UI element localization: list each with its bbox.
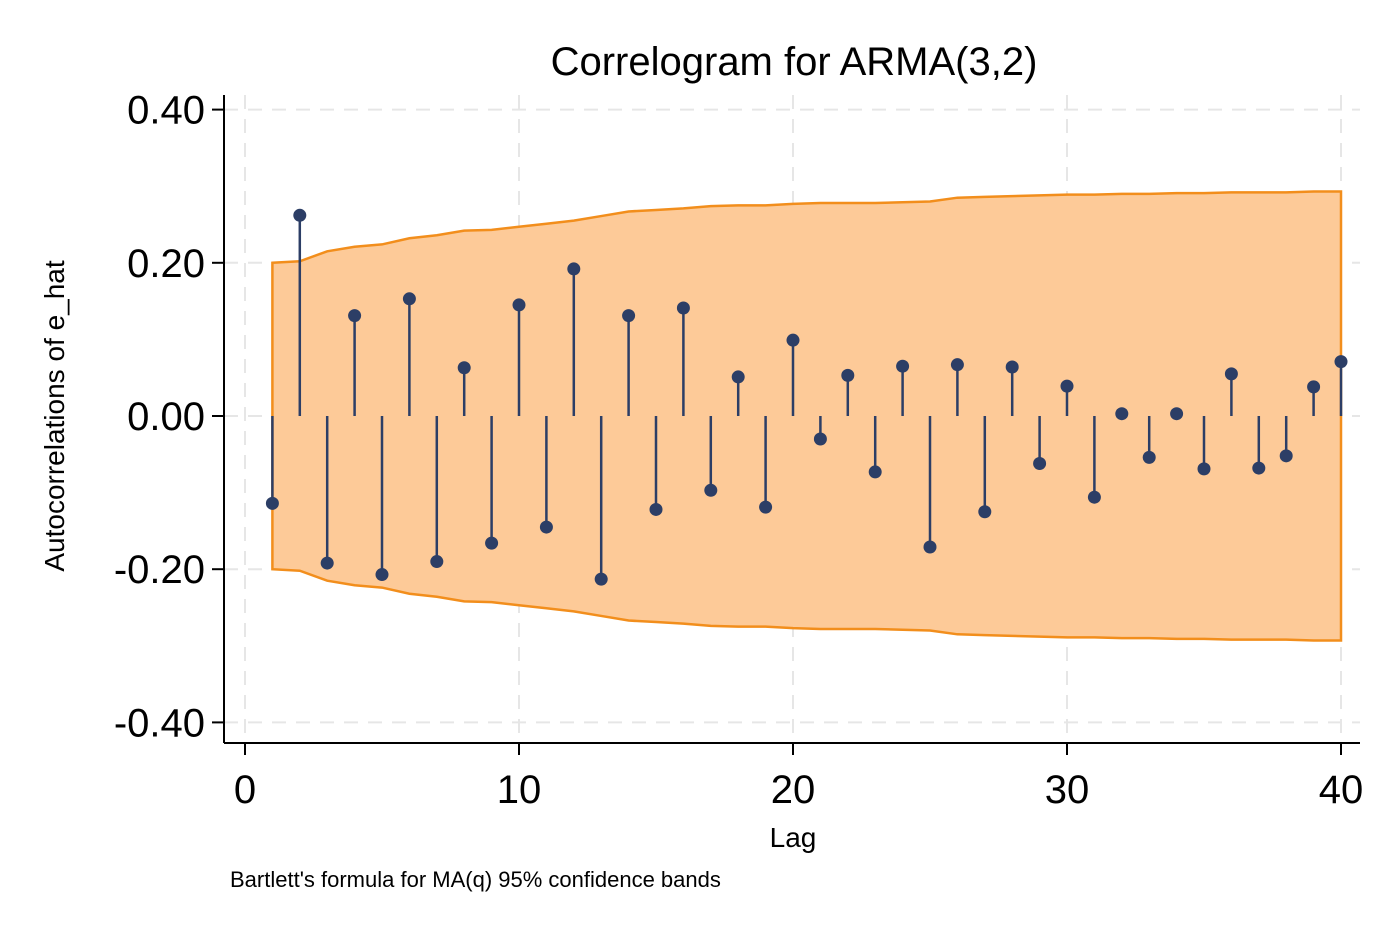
y-tick-label-1: 0.20 [127, 242, 205, 286]
point-lag-10 [512, 298, 526, 312]
point-lag-14 [622, 309, 636, 323]
point-lag-36 [1224, 367, 1238, 381]
point-lag-23 [868, 465, 882, 479]
point-lag-28 [1005, 360, 1019, 374]
point-lag-5 [375, 568, 389, 582]
point-lag-4 [348, 309, 362, 323]
point-lag-32 [1115, 407, 1129, 421]
point-lag-13 [594, 572, 608, 586]
x-tick-label-0: 0 [234, 768, 256, 812]
x-tick-label-1: 10 [497, 768, 542, 812]
point-lag-30 [1060, 379, 1074, 393]
point-lag-22 [841, 368, 855, 382]
x-tick-labels: 0 10 20 30 40 [234, 768, 1363, 812]
point-lag-33 [1142, 450, 1156, 464]
x-tick-label-3: 30 [1045, 768, 1090, 812]
point-lag-21 [813, 432, 827, 446]
point-lag-27 [978, 505, 992, 519]
point-lag-12 [567, 262, 581, 276]
point-lag-26 [950, 358, 964, 372]
point-lag-9 [485, 536, 499, 550]
y-tick-label-2: 0.00 [127, 395, 205, 439]
x-tick-label-2: 20 [771, 768, 816, 812]
autocorrelation-points [265, 208, 1348, 586]
y-tick-labels: 0.40 0.20 0.00 -0.20 -0.40 [114, 89, 205, 746]
autocorrelation-spikes [271, 215, 1343, 580]
point-lag-38 [1279, 449, 1293, 463]
y-tick-label-3: -0.20 [114, 548, 205, 592]
point-lag-20 [786, 333, 800, 347]
point-lag-2 [293, 208, 307, 222]
point-lag-19 [759, 500, 773, 514]
chart-title: Correlogram for ARMA(3,2) [551, 40, 1038, 84]
point-lag-18 [731, 370, 745, 384]
point-lag-34 [1170, 407, 1184, 421]
point-lag-25 [923, 540, 937, 554]
point-lag-3 [320, 556, 334, 570]
y-tick-label-0: 0.40 [127, 89, 205, 133]
point-lag-39 [1307, 380, 1321, 394]
point-lag-6 [402, 292, 416, 306]
y-axis-label: Autocorrelations of e_hat [39, 260, 70, 572]
chart-note: Bartlett's formula for MA(q) 95% confide… [230, 867, 721, 892]
point-lag-37 [1252, 461, 1266, 475]
point-lag-7 [430, 555, 444, 569]
point-lag-17 [704, 483, 718, 497]
point-lag-35 [1197, 462, 1211, 476]
point-lag-31 [1087, 490, 1101, 504]
point-lag-40 [1334, 355, 1348, 369]
point-lag-11 [539, 520, 553, 534]
x-axis-label: Lag [770, 822, 817, 853]
x-tick-label-4: 40 [1319, 768, 1364, 812]
confidence-band [271, 190, 1343, 642]
point-lag-16 [676, 301, 690, 315]
y-tick-label-4: -0.40 [114, 701, 205, 745]
point-lag-8 [457, 361, 471, 375]
point-lag-1 [265, 496, 279, 510]
point-lag-15 [649, 502, 663, 516]
point-lag-24 [896, 359, 910, 373]
point-lag-29 [1033, 456, 1047, 470]
axes [212, 95, 1360, 755]
